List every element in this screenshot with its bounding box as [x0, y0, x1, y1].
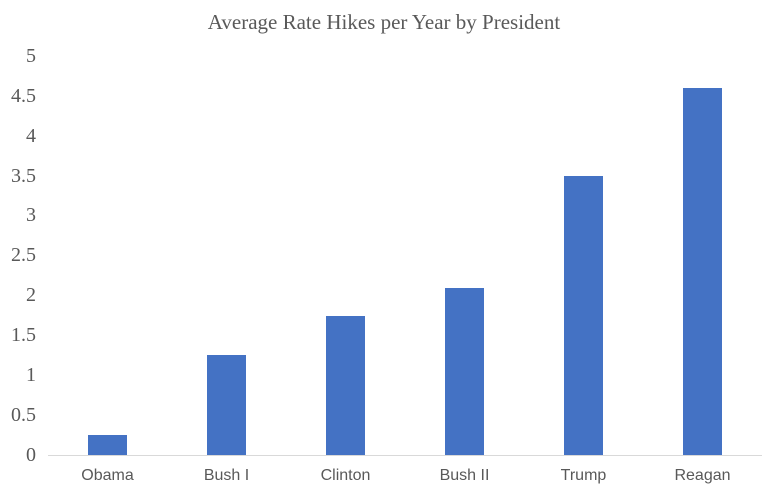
x-axis-category-label-trump: Trump — [560, 467, 607, 484]
y-axis-tick-label: 4 — [26, 124, 36, 147]
bar-reagan — [683, 88, 722, 455]
y-axis-tick-label: 1 — [26, 363, 36, 386]
bar-bush-i — [207, 355, 246, 455]
y-axis-tick-label: 2 — [26, 284, 36, 307]
y-axis-tick-label: 4.5 — [11, 84, 36, 107]
y-axis-tick-label: 3 — [26, 204, 36, 227]
bar-trump — [564, 176, 603, 455]
y-axis-tick-label: 1.5 — [11, 323, 36, 346]
bar-clinton — [326, 315, 365, 455]
x-axis-category-label-reagan: Reagan — [674, 467, 731, 484]
x-axis-category-label-bush-ii: Bush II — [439, 467, 490, 484]
x-axis-category-label-clinton: Clinton — [320, 467, 371, 484]
chart-title: Average Rate Hikes per Year by President — [207, 10, 561, 34]
bar-bush-ii — [445, 287, 484, 455]
x-axis-line — [48, 455, 762, 456]
y-axis-tick-label: 5 — [26, 45, 36, 67]
y-axis-tick-label: 3.5 — [11, 164, 36, 187]
y-axis-tick-label: 0.5 — [11, 403, 36, 426]
x-axis-category-label-bush-i: Bush I — [203, 467, 250, 484]
x-axis-category-label-obama: Obama — [81, 467, 134, 484]
bar-obama — [88, 435, 127, 455]
y-axis-tick-label: 0 — [26, 443, 36, 466]
y-axis-tick-label: 2.5 — [11, 244, 36, 267]
